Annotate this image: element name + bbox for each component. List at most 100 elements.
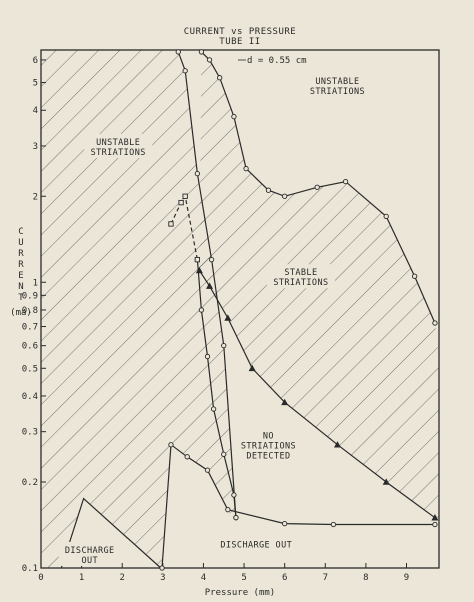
- x-tick-label: 6: [282, 573, 287, 583]
- region-label-bg: [58, 541, 121, 566]
- y-tick-label: 0.2: [22, 478, 38, 488]
- data-point: [221, 343, 227, 349]
- y-tick-label: 0.1: [22, 564, 38, 574]
- y-tick-label: 4: [33, 106, 38, 116]
- data-point: [411, 273, 418, 279]
- data-point: [233, 515, 239, 521]
- data-point: [383, 213, 389, 220]
- data-point: [225, 507, 231, 513]
- data-point: [330, 521, 337, 528]
- data-point: [204, 467, 211, 473]
- x-tick-label: 9: [404, 573, 409, 583]
- series-group: [60, 49, 439, 571]
- region-label: DISCHARGE OUT: [220, 540, 292, 550]
- data-point: [198, 49, 205, 55]
- tube-diameter-annotation: d = 0.55 cm: [247, 56, 307, 66]
- data-point: [333, 441, 341, 448]
- data-point: [175, 49, 181, 55]
- data-point: [206, 282, 214, 289]
- data-point: [182, 193, 188, 199]
- data-point: [198, 307, 205, 313]
- y-label-letter: R: [18, 249, 24, 259]
- data-point: [182, 68, 188, 74]
- x-tick-label: 8: [363, 573, 368, 583]
- y-tick-label: 2: [33, 192, 38, 202]
- region-label: STABLE: [284, 268, 317, 278]
- plot-frame: [40, 49, 440, 569]
- y-tick-label: 0.5: [22, 364, 38, 374]
- data-point: [159, 565, 165, 571]
- data-point: [224, 314, 232, 321]
- region-label: OUT: [81, 556, 98, 566]
- x-tick-label: 2: [120, 573, 125, 583]
- y-tick-label: 1: [33, 278, 38, 288]
- data-point: [194, 170, 201, 177]
- y-label-letter: N: [18, 282, 23, 292]
- y-label-letter: R: [18, 260, 24, 270]
- series-line-3: [177, 51, 237, 518]
- chart-subtitle: TUBE II: [219, 37, 260, 47]
- y-axis: 0.1 0.2 0.3 0.4 0.5 0.6 0.7 0.8 0.9 1 2 3 4 5 6: [22, 56, 46, 574]
- data-point: [231, 492, 237, 498]
- y-label-letter: C: [18, 227, 23, 237]
- region-label: STRIATIONS: [310, 87, 365, 97]
- x-tick-label: 4: [201, 573, 206, 583]
- y-tick-label: 3: [33, 142, 38, 152]
- region-label: STRIATIONS: [241, 442, 296, 452]
- y-label-unit: (ma): [10, 308, 32, 318]
- y-tick-label: 5: [33, 79, 38, 89]
- data-point: [208, 256, 215, 263]
- data-point: [178, 199, 184, 206]
- data-point: [184, 454, 190, 460]
- data-point: [231, 113, 237, 120]
- data-point: [243, 165, 249, 172]
- y-label-letter: T: [18, 293, 24, 303]
- y-tick-label: 0.4: [22, 392, 38, 402]
- x-tick-label: 3: [160, 573, 165, 583]
- region-label: STRIATIONS: [91, 148, 146, 158]
- series-line-6: [198, 270, 436, 519]
- y-axis-label: CURRENT(ma): [10, 227, 32, 318]
- y-tick-label: 0.8: [22, 306, 38, 316]
- x-axis: 0 1 2 3 4 5 6 7 8 9: [38, 563, 409, 583]
- region-labels: UNSTABLESTRIATIONSUNSTABLESTRIATIONSSTAB…: [58, 73, 372, 566]
- region-label-bg: [303, 73, 372, 98]
- y-label-letter: U: [18, 238, 23, 248]
- region-label: NO: [263, 432, 274, 442]
- region-label-bg: [84, 133, 153, 158]
- data-point: [204, 353, 211, 360]
- data-point: [265, 187, 272, 193]
- x-tick-label: 0: [38, 573, 43, 583]
- data-point: [194, 256, 201, 263]
- data-point: [282, 193, 288, 199]
- data-point: [432, 521, 438, 528]
- region-label: UNSTABLE: [315, 77, 359, 87]
- region-label-bg: [266, 264, 335, 289]
- data-point: [282, 520, 288, 527]
- data-point: [206, 57, 213, 63]
- series-line-5: [200, 51, 436, 324]
- x-tick-label: 1: [79, 573, 84, 583]
- data-point: [168, 442, 174, 448]
- data-point: [432, 320, 438, 326]
- data-point: [168, 221, 174, 227]
- y-tick-label: 0.6: [22, 342, 38, 352]
- data-point: [431, 514, 439, 521]
- region-label: STRIATIONS: [273, 278, 328, 288]
- y-tick-label: 0.9: [22, 291, 38, 301]
- data-point: [382, 478, 390, 485]
- region-label: DETECTED: [246, 452, 290, 462]
- x-tick-label: 7: [323, 573, 328, 583]
- y-label-letter: E: [18, 271, 23, 281]
- region-label: UNSTABLE: [96, 138, 140, 148]
- region-label-bg: [234, 427, 303, 462]
- data-point: [195, 266, 203, 274]
- y-tick-label: 0.3: [22, 428, 38, 438]
- region-label-bg: [213, 536, 300, 551]
- region-label: DISCHARGE: [65, 546, 115, 556]
- y-tick-label: 6: [33, 56, 38, 66]
- series-line-7: [170, 194, 198, 260]
- data-point: [210, 406, 217, 412]
- data-point: [221, 451, 227, 457]
